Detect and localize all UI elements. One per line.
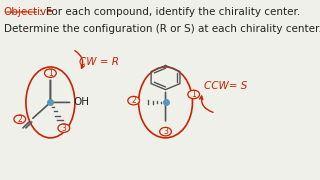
Text: 3: 3 — [61, 124, 66, 133]
Text: : For each compound, identify the chirality center.: : For each compound, identify the chiral… — [39, 7, 300, 17]
Circle shape — [44, 69, 56, 77]
Text: 2: 2 — [131, 96, 136, 105]
Circle shape — [128, 96, 140, 105]
FancyArrowPatch shape — [199, 96, 213, 112]
Text: 2: 2 — [17, 115, 22, 124]
Text: 1: 1 — [191, 90, 196, 99]
Circle shape — [160, 127, 172, 136]
FancyArrowPatch shape — [75, 51, 84, 68]
Text: 3: 3 — [163, 127, 168, 136]
Text: CCW= S: CCW= S — [204, 82, 247, 91]
Text: Determine the configuration (R or S) at each chirality center.: Determine the configuration (R or S) at … — [4, 24, 320, 34]
Circle shape — [188, 90, 200, 99]
Text: OH: OH — [74, 97, 90, 107]
Text: Objective: Objective — [4, 7, 53, 17]
Circle shape — [14, 115, 26, 123]
Circle shape — [58, 124, 70, 132]
Text: 1: 1 — [48, 69, 53, 78]
Text: CW = R: CW = R — [79, 57, 119, 67]
